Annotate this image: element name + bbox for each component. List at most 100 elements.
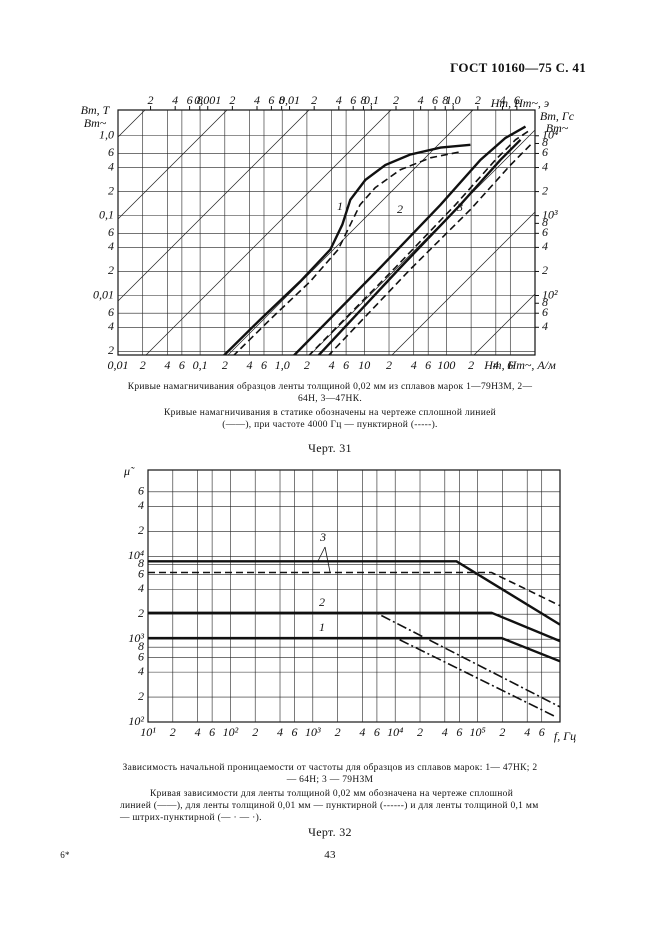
x-label: Hm, Hm~, А/м bbox=[483, 358, 556, 372]
y-tick-label: 6 bbox=[138, 566, 144, 580]
header-title: ГОСТ 10160—75 С. 41 bbox=[450, 60, 586, 75]
x-tick-label: 2 bbox=[335, 725, 341, 739]
y-tick-label: 4 bbox=[138, 664, 144, 678]
diagonal-line bbox=[118, 110, 310, 302]
x-tick-label: 4 bbox=[247, 358, 253, 372]
x-tick-label: 2 bbox=[252, 725, 258, 739]
x2-tick-label: 8 bbox=[360, 93, 366, 107]
x-tick-label: 6 bbox=[343, 358, 349, 372]
y2-tick-label: 6 bbox=[542, 305, 548, 319]
x-tick-label: 10¹ bbox=[140, 725, 156, 739]
y-tick-label: 6 bbox=[138, 484, 144, 498]
curve-label: 2 bbox=[319, 595, 325, 609]
x-tick-label: 100 bbox=[437, 358, 455, 372]
x-label: f, Гц bbox=[554, 729, 576, 743]
x-tick-label: 2 bbox=[140, 358, 146, 372]
y-tick-label: 4 bbox=[108, 319, 114, 333]
x2-label: Hm, Hm~, э bbox=[490, 96, 549, 110]
diagonal-line bbox=[118, 110, 146, 138]
x2-tick-label: 2 bbox=[475, 93, 481, 107]
x-tick-label: 2 bbox=[417, 725, 423, 739]
pointer bbox=[317, 546, 326, 562]
y-tick-label: 2 bbox=[108, 343, 114, 357]
plot-frame bbox=[117, 109, 536, 356]
y-tick-label: 8 bbox=[138, 556, 144, 570]
y2-tick-label: 10⁴ bbox=[542, 127, 558, 141]
curve bbox=[148, 637, 557, 718]
y-tick-label: 10⁴ bbox=[128, 548, 144, 562]
x-tick-label: 4 bbox=[195, 725, 201, 739]
x2-tick-label: 0,01 bbox=[279, 93, 300, 107]
footer-mark: 6* bbox=[60, 850, 70, 860]
x2-tick-label: 6 bbox=[187, 93, 193, 107]
x-tick-label: 10² bbox=[223, 725, 239, 739]
y-tick-label: 2 bbox=[138, 689, 144, 703]
x-tick-label: 4 bbox=[164, 358, 170, 372]
y-tick-label: 4 bbox=[138, 581, 144, 595]
curve bbox=[148, 612, 560, 708]
x2-tick-label: 6 bbox=[514, 93, 520, 107]
y-tick-label: 4 bbox=[108, 239, 114, 253]
curve bbox=[148, 571, 560, 607]
y-tick-label: 10² bbox=[128, 714, 144, 728]
y2-tick-label: 8 bbox=[542, 135, 548, 149]
x-tick-label: 4 bbox=[411, 358, 417, 372]
x2-tick-label: 8 bbox=[442, 93, 448, 107]
y-tick-label: 0,1 bbox=[99, 207, 114, 221]
y2-tick-label: 4 bbox=[542, 239, 548, 253]
x2-tick-label: 2 bbox=[311, 93, 317, 107]
permeability-lines bbox=[0, 95, 535, 355]
curve-label: 2 bbox=[397, 202, 403, 216]
y-tick-label: 6 bbox=[108, 305, 114, 319]
x-tick-label: 4 bbox=[442, 725, 448, 739]
x-tick-label: 2 bbox=[386, 358, 392, 372]
x-tick-label: 2 bbox=[499, 725, 505, 739]
x-tick-label: 2 bbox=[468, 358, 474, 372]
caption: Кривые намагничивания образцов ленты тол… bbox=[127, 382, 533, 404]
curve bbox=[308, 129, 531, 355]
caption-note: Кривые намагничивания в статике обозначе… bbox=[164, 408, 496, 430]
x-tick-label: 4 bbox=[493, 358, 499, 372]
x-tick-label: 6 bbox=[179, 358, 185, 372]
x-tick-label: 4 bbox=[329, 358, 335, 372]
x-tick-label: 0,1 bbox=[193, 358, 208, 372]
curve bbox=[148, 560, 560, 626]
x-tick-label: 6 bbox=[539, 725, 545, 739]
x2-tick-label: 0,1 bbox=[364, 93, 379, 107]
x-tick-label: 2 bbox=[304, 358, 310, 372]
x2-tick-label: 6 bbox=[432, 93, 438, 107]
y-tick-label: 2 bbox=[138, 606, 144, 620]
y-tick-label: 0,01 bbox=[93, 287, 114, 301]
figure-label: Черт. 31 bbox=[308, 441, 352, 455]
y-tick-label: 4 bbox=[138, 498, 144, 512]
x-tick-label: 2 bbox=[170, 725, 176, 739]
x-tick-label: 4 bbox=[524, 725, 530, 739]
x2-tick-label: 2 bbox=[229, 93, 235, 107]
x2-tick-label: 4 bbox=[336, 93, 342, 107]
y-tick-label: 2 bbox=[108, 263, 114, 277]
x2-tick-label: 8 bbox=[279, 93, 285, 107]
y-tick-label: 4 bbox=[108, 159, 114, 173]
x-tick-label: 10³ bbox=[305, 725, 321, 739]
pointer bbox=[324, 546, 331, 573]
x-tick-label: 0,01 bbox=[108, 358, 129, 372]
caption: Зависимость начальной проницаемости от ч… bbox=[122, 763, 538, 785]
series-group bbox=[148, 560, 560, 718]
y-tick-label: 2 bbox=[138, 523, 144, 537]
y2-tick-label: 6 bbox=[542, 145, 548, 159]
curve-label: 1 bbox=[319, 620, 325, 634]
y-tick-label: 10³ bbox=[128, 631, 144, 645]
x-tick-label: 2 bbox=[222, 358, 228, 372]
diagonal-line bbox=[0, 95, 78, 355]
x-tick-label: 10⁵ bbox=[470, 725, 486, 739]
x2-tick-label: 2 bbox=[393, 93, 399, 107]
x-tick-label: 6 bbox=[425, 358, 431, 372]
diagonal-line bbox=[227, 110, 474, 355]
y2-tick-label: 4 bbox=[542, 319, 548, 333]
diagonal-line bbox=[473, 293, 535, 355]
figure-label: Черт. 32 bbox=[308, 825, 352, 839]
x-tick-label: 6 bbox=[209, 725, 215, 739]
x2-tick-label: 6 bbox=[268, 93, 274, 107]
y-tick-label: 1,0 bbox=[99, 127, 114, 141]
y2-tick-label: 2 bbox=[542, 263, 548, 277]
